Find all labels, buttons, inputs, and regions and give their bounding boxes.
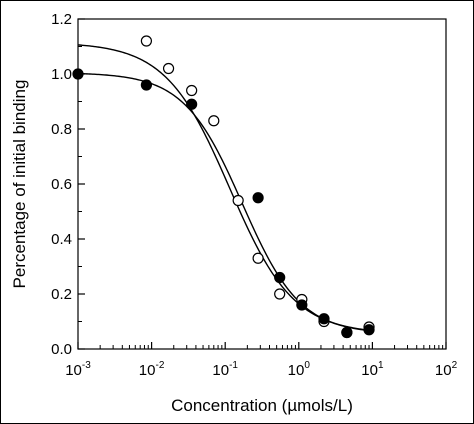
filled-point bbox=[318, 313, 330, 325]
x-tick-label: 10-3 bbox=[65, 360, 91, 379]
y-tick-labels: 0.0 0.2 0.4 0.6 0.8 1.0 1.2 bbox=[51, 11, 72, 358]
y-tick-label: 0.0 bbox=[51, 341, 72, 358]
fit-curves bbox=[77, 44, 373, 332]
y-tick-label: 0.6 bbox=[51, 176, 72, 193]
x-axis-title: Concentration (µmols/L) bbox=[171, 396, 353, 415]
axis-ticks bbox=[77, 18, 447, 350]
filled-point bbox=[252, 192, 264, 204]
open-point bbox=[232, 194, 244, 207]
data-points bbox=[72, 35, 375, 339]
fit-curve-1 bbox=[77, 44, 373, 332]
y-tick-label: 0.4 bbox=[51, 231, 72, 248]
filled-point bbox=[296, 299, 308, 311]
y-tick-label: 1.0 bbox=[51, 66, 72, 83]
x-tick-label: 10-1 bbox=[212, 360, 238, 379]
open-point bbox=[274, 288, 286, 300]
y-axis-title: Percentage of initial binding bbox=[10, 80, 29, 289]
open-point bbox=[252, 252, 264, 264]
open-point bbox=[162, 62, 175, 75]
y-tick-label: 0.8 bbox=[51, 121, 72, 138]
filled-point bbox=[274, 271, 286, 284]
y-tick-label: 0.2 bbox=[51, 286, 72, 303]
open-point bbox=[140, 35, 153, 47]
open-point bbox=[186, 84, 198, 97]
filled-point bbox=[363, 324, 375, 336]
fit-curve-2 bbox=[77, 72, 373, 332]
filled-point bbox=[341, 326, 353, 339]
y-tick-label: 1.2 bbox=[51, 11, 72, 28]
x-tick-label: 102 bbox=[435, 360, 458, 379]
filled-point bbox=[140, 79, 153, 91]
plot-area bbox=[77, 18, 447, 350]
open-point bbox=[208, 115, 220, 127]
x-tick-label: 10-2 bbox=[139, 360, 165, 379]
x-tick-label: 100 bbox=[288, 360, 311, 379]
x-tick-label: 101 bbox=[361, 360, 384, 379]
filled-point bbox=[186, 98, 198, 110]
x-tick-labels: 10-3 10-2 10-1 100 101 102 bbox=[65, 360, 457, 379]
